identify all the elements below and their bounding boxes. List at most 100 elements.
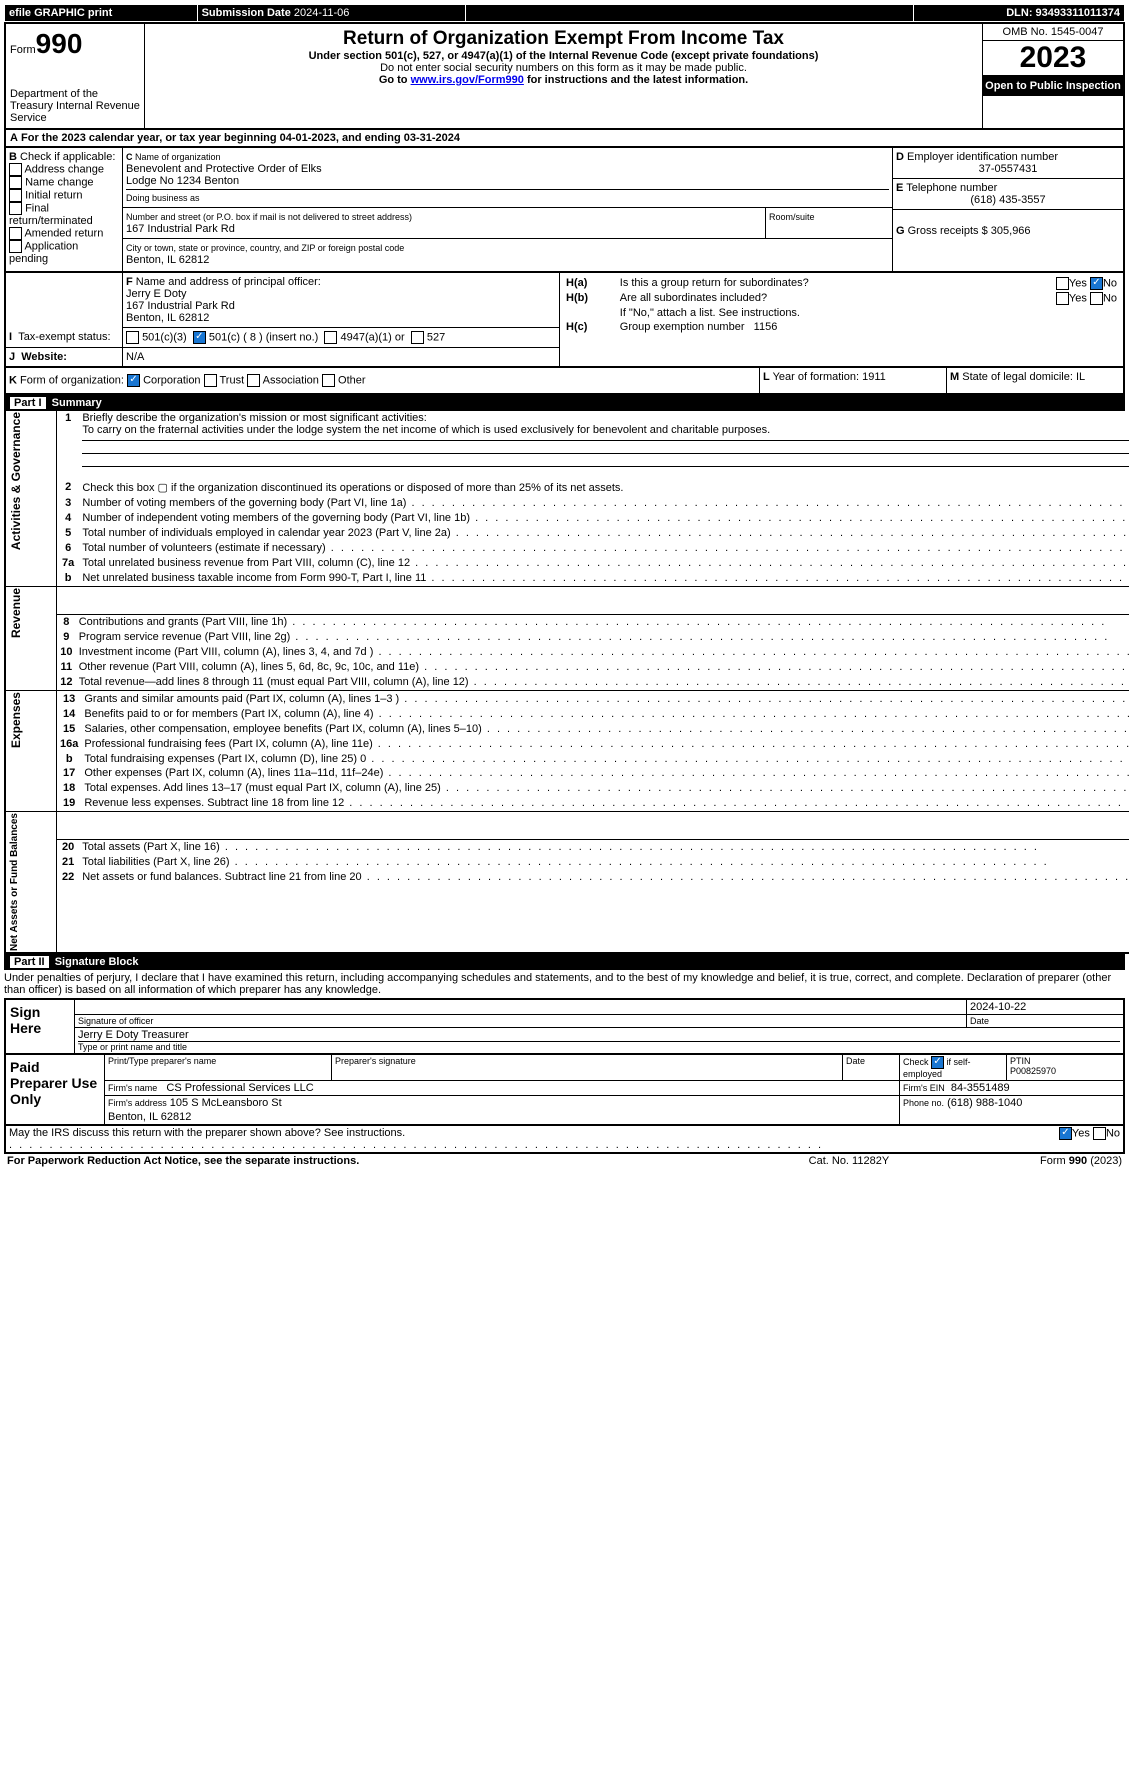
paid-preparer-block: Paid Preparer Use Only Print/Type prepar… <box>4 1055 1125 1126</box>
hc-val: 1156 <box>754 321 778 333</box>
ha-yes[interactable] <box>1056 277 1069 290</box>
cb-trust[interactable] <box>204 374 217 387</box>
firm-addr-label: Firm's address <box>108 1098 167 1108</box>
paid-label: Paid Preparer Use Only <box>5 1055 105 1125</box>
cat-no: Cat. No. 11282Y <box>758 1154 940 1168</box>
year-formation: 1911 <box>862 371 886 383</box>
c-name-label: Name of organization <box>135 152 221 162</box>
domicile: IL <box>1076 371 1085 383</box>
form-word: Form <box>10 44 36 56</box>
discuss-no[interactable] <box>1093 1127 1106 1140</box>
cb-527[interactable] <box>411 331 424 344</box>
cb-final-return[interactable] <box>9 202 22 215</box>
street-label: Number and street (or P.O. box if mail i… <box>126 212 412 222</box>
d-label: Employer identification number <box>907 151 1058 163</box>
declaration: Under penalties of perjury, I declare th… <box>4 970 1125 998</box>
b-label: Check if applicable: <box>20 151 115 163</box>
cb-assoc[interactable] <box>247 374 260 387</box>
dept-label: Department of the Treasury Internal Reve… <box>10 88 140 124</box>
submission-date: 2024-11-06 <box>294 7 349 19</box>
telephone: (618) 435-3557 <box>896 194 1120 206</box>
side-rev: Revenue <box>9 588 23 638</box>
j-label: Website: <box>21 351 67 363</box>
form-link[interactable]: www.irs.gov/Form990 <box>411 74 524 86</box>
phone-label: Phone no. <box>903 1098 944 1108</box>
prep-sig-label: Preparer's signature <box>332 1055 843 1081</box>
dln: DLN: 93493311011374 <box>914 5 1125 22</box>
side-ag: Activities & Governance <box>9 412 23 550</box>
subtitle-1: Under section 501(c), 527, or 4947(a)(1)… <box>149 50 978 62</box>
officer-addr2: Benton, IL 62812 <box>126 312 209 324</box>
l1-label: Briefly describe the organization's miss… <box>82 412 426 424</box>
form-number: 990 <box>36 28 83 59</box>
officer-print: Jerry E Doty Treasurer <box>78 1029 189 1041</box>
discuss-row: May the IRS discuss this return with the… <box>4 1126 1125 1154</box>
cb-other[interactable] <box>322 374 335 387</box>
g-label: Gross receipts $ <box>908 225 988 237</box>
hb-label: Are all subordinates included? <box>617 291 991 306</box>
hb-note: If "No," attach a list. See instructions… <box>617 306 1120 320</box>
side-net: Net Assets or Fund Balances <box>9 813 20 951</box>
ha-label: Is this a group return for subordinates? <box>617 276 991 291</box>
line-a: A For the 2023 calendar year, or tax yea… <box>4 130 1125 148</box>
officer-name: Jerry E Doty <box>126 288 187 300</box>
part2-header: Part II Signature Block <box>4 954 1125 970</box>
date-label: Date <box>967 1015 1124 1028</box>
form-title: Return of Organization Exempt From Incom… <box>149 28 978 50</box>
open-inspection: Open to Public Inspection <box>983 76 1123 96</box>
hb-yes[interactable] <box>1056 292 1069 305</box>
l-label: Year of formation: <box>773 371 859 383</box>
cb-amended[interactable] <box>9 227 22 240</box>
prep-date-label: Date <box>843 1055 900 1081</box>
city-label: City or town, state or province, country… <box>126 243 404 253</box>
l2: Check this box ▢ if the organization dis… <box>79 480 1129 496</box>
hc-label: Group exemption number <box>620 321 745 333</box>
firm-addr-val: 105 S McLeansboro St <box>170 1097 282 1109</box>
cb-pending[interactable] <box>9 240 22 253</box>
submission-label: Submission Date <box>202 7 294 19</box>
e-label: Telephone number <box>906 182 997 194</box>
cb-initial-return[interactable] <box>9 189 22 202</box>
phone-val: (618) 988-1040 <box>947 1097 1022 1109</box>
entity-info: B Check if applicable: Address change Na… <box>4 148 1125 273</box>
org-name-2: Lodge No 1234 Benton <box>126 175 239 187</box>
prep-name-label: Print/Type preparer's name <box>105 1055 332 1081</box>
footer: For Paperwork Reduction Act Notice, see … <box>4 1154 1125 1168</box>
street: 167 Industrial Park Rd <box>126 223 235 235</box>
cb-501c3[interactable] <box>126 331 139 344</box>
mission: To carry on the fraternal activities und… <box>82 424 770 436</box>
i-label: Tax-exempt status: <box>18 331 110 343</box>
ptin-label: PTIN <box>1010 1056 1031 1066</box>
cb-501c[interactable]: ✓ <box>193 331 206 344</box>
cb-corp[interactable]: ✓ <box>127 374 140 387</box>
type-label: Type or print name and title <box>78 1041 1120 1052</box>
firm-ein-label: Firm's EIN <box>903 1083 945 1093</box>
firm-name-label: Firm's name <box>108 1083 157 1093</box>
part1-body: Activities & Governance 1 Briefly descri… <box>4 411 1129 954</box>
k-l-m-block: K Form of organization: ✓ Corporation Tr… <box>4 368 1125 395</box>
firm-city: Benton, IL 62812 <box>108 1111 191 1123</box>
efile-label: efile GRAPHIC print <box>5 5 198 22</box>
firm-ein-val: 84-3551489 <box>951 1082 1010 1094</box>
ha-no[interactable]: ✓ <box>1090 277 1103 290</box>
subtitle-2: Do not enter social security numbers on … <box>149 62 978 74</box>
subtitle-3b: for instructions and the latest informat… <box>524 74 748 86</box>
discuss-label: May the IRS discuss this return with the… <box>9 1127 405 1139</box>
ptin-val: P00825970 <box>1010 1066 1056 1076</box>
hb-no[interactable] <box>1090 292 1103 305</box>
cb-address-change[interactable] <box>9 163 22 176</box>
gross-receipts: 305,966 <box>991 225 1031 237</box>
k-label: Form of organization: <box>20 374 124 386</box>
part1-header: Part I Summary <box>4 395 1125 411</box>
cb-4947[interactable] <box>324 331 337 344</box>
pra: For Paperwork Reduction Act Notice, see … <box>4 1154 758 1168</box>
cb-name-change[interactable] <box>9 176 22 189</box>
discuss-yes[interactable]: ✓ <box>1059 1127 1072 1140</box>
dba-label: Doing business as <box>126 193 200 203</box>
firm-name-val: CS Professional Services LLC <box>166 1082 313 1094</box>
title-box: Form990 Department of the Treasury Inter… <box>4 22 1125 130</box>
f-label: Name and address of principal officer: <box>136 276 321 288</box>
room-label: Room/suite <box>769 212 815 222</box>
sign-here-label: Sign Here <box>5 999 75 1054</box>
sig-date: 2024-10-22 <box>967 1000 1124 1015</box>
